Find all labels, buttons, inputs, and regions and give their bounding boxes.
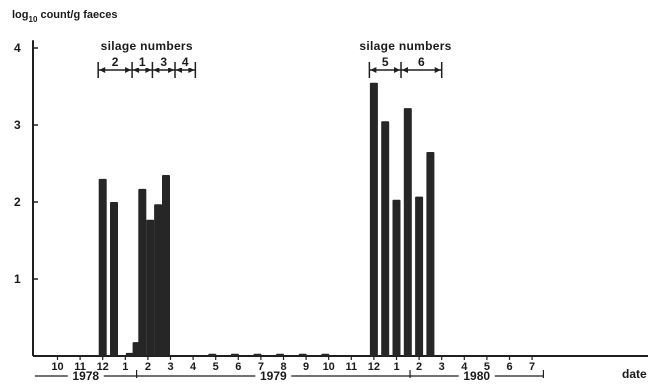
y-tick-label: 4 [14, 41, 21, 55]
silage-label-backing [415, 58, 428, 68]
silage-arrowhead [168, 67, 175, 73]
bar [110, 202, 118, 356]
silage-arrowhead [188, 67, 195, 73]
bar [369, 82, 378, 356]
bar [276, 353, 285, 356]
y-tick-label: 3 [14, 118, 21, 132]
x-tick-label: 12 [368, 361, 380, 373]
bar [154, 204, 163, 356]
bar [138, 188, 147, 356]
bar [98, 178, 107, 356]
x-tick-label: 11 [345, 361, 357, 373]
y-axis-label-rest: count/g faeces [37, 9, 117, 21]
year-label: 1979 [260, 369, 287, 383]
silage-number-label: 3 [160, 55, 167, 69]
silage-arrowhead [125, 67, 132, 73]
bar [253, 353, 262, 356]
bar [208, 353, 217, 356]
bar [415, 196, 424, 356]
y-axis-label-subscript: 10 [29, 15, 38, 24]
bar [403, 108, 412, 356]
silage-arrowhead [153, 67, 160, 73]
silage-arrowhead [370, 67, 377, 73]
silage-arrowhead [145, 67, 152, 73]
silage-label-backing [109, 58, 122, 68]
silage-arrowhead [434, 67, 441, 73]
x-tick-label: 2 [145, 361, 151, 373]
x-tick-label: 5 [213, 361, 219, 373]
bar [321, 353, 330, 356]
x-axis-label: date [622, 367, 647, 381]
silage-arrowhead [402, 67, 409, 73]
x-tick-label: 1 [122, 361, 128, 373]
x-tick-label: 1 [393, 361, 399, 373]
silage-arrowhead [99, 67, 106, 73]
x-tick-label: 3 [167, 361, 173, 373]
x-tick-label: 7 [529, 361, 535, 373]
bar [125, 352, 134, 356]
y-tick-label: 2 [14, 195, 21, 209]
bar [162, 175, 170, 356]
x-tick-label: 9 [303, 361, 309, 373]
x-tick-label: 6 [506, 361, 512, 373]
year-label: 1978 [72, 369, 99, 383]
silage-label-backing [157, 58, 170, 68]
silage-number-label: 2 [112, 55, 119, 69]
x-tick-label: 4 [461, 361, 468, 373]
x-tick-label: 10 [323, 361, 335, 373]
bar [298, 353, 307, 356]
x-tick-label: 6 [235, 361, 241, 373]
silage-arrowhead [394, 67, 401, 73]
y-tick-label: 1 [14, 272, 21, 286]
silage-group: silage numbers 5 6 [359, 39, 451, 78]
x-tick-label: 2 [416, 361, 422, 373]
x-tick-label: 3 [439, 361, 445, 373]
bar [230, 353, 239, 356]
silage-label-backing [379, 58, 392, 68]
silage-number-label: 6 [418, 55, 425, 69]
x-tick-label: 7 [258, 361, 264, 373]
y-axis-label-main: log [12, 9, 29, 21]
bar [426, 152, 435, 356]
x-tick-label: 11 [74, 361, 86, 373]
bar [146, 219, 155, 356]
x-tick-label: 4 [190, 361, 197, 373]
silage-number-label: 1 [139, 55, 146, 69]
silage-number-label: 5 [382, 55, 389, 69]
silage-label-backing [179, 58, 192, 68]
silage-numbers-title: silage numbers [359, 39, 451, 53]
year-label: 1980 [463, 369, 490, 383]
x-tick-label: 10 [51, 361, 63, 373]
silage-arrowhead [133, 67, 140, 73]
silage-group: silage numbers 2 1 3 4 [97, 39, 197, 78]
silage-arrowhead [176, 67, 183, 73]
silage-numbers-title: silage numbers [101, 39, 193, 53]
x-tick-label: 5 [484, 361, 490, 373]
bar [392, 199, 401, 356]
x-tick-label: 8 [280, 361, 286, 373]
bar [381, 121, 390, 356]
silage-label-backing [136, 58, 149, 68]
silage-number-label: 4 [182, 55, 189, 69]
x-tick-label: 12 [97, 361, 109, 373]
y-axis-label: log10 count/g faeces [12, 9, 117, 24]
